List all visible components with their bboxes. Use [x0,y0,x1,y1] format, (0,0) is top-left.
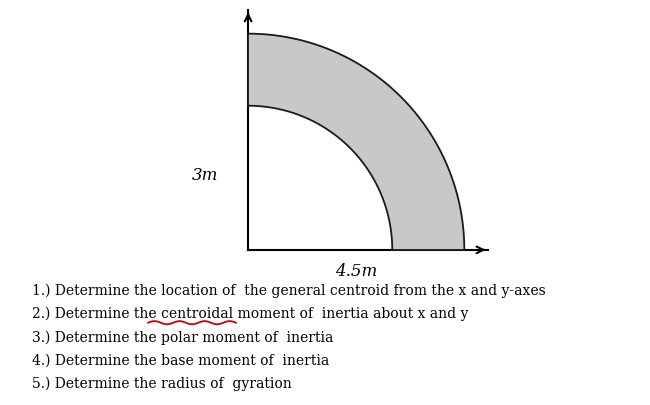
Text: 1.) Determine the location of  the general centroid from the x and y-axes: 1.) Determine the location of the genera… [32,284,546,298]
Text: 5.) Determine the radius of  gyration: 5.) Determine the radius of gyration [32,377,292,392]
Text: 4.) Determine the base moment of  inertia: 4.) Determine the base moment of inertia [32,354,330,368]
Text: 4.5m: 4.5m [335,263,378,280]
Text: 3m: 3m [192,167,218,184]
Polygon shape [248,34,464,250]
Text: 3.) Determine the polar moment of  inertia: 3.) Determine the polar moment of inerti… [32,330,334,345]
Text: 2.) Determine the centroidal moment of  inertia about x and y: 2.) Determine the centroidal moment of i… [32,307,469,322]
